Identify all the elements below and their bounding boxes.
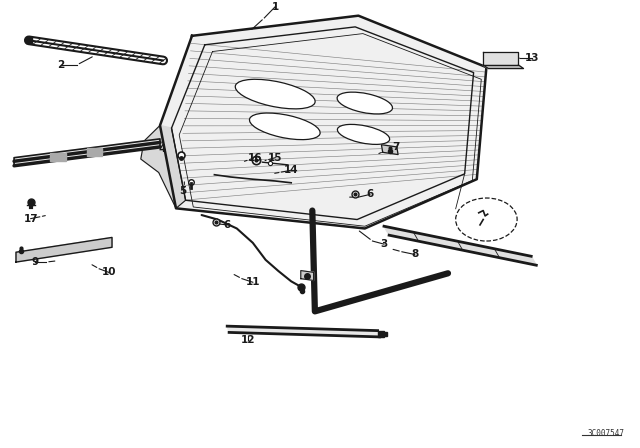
Text: 4: 4 xyxy=(158,144,166,154)
Text: 9: 9 xyxy=(31,257,39,267)
Ellipse shape xyxy=(337,92,392,114)
Text: 13: 13 xyxy=(525,53,540,63)
Polygon shape xyxy=(50,153,65,161)
Polygon shape xyxy=(141,125,186,208)
Text: 10: 10 xyxy=(102,267,116,277)
Text: 1: 1 xyxy=(271,2,279,12)
Text: 12: 12 xyxy=(241,336,255,345)
Text: 16: 16 xyxy=(248,153,262,163)
Polygon shape xyxy=(384,226,536,265)
Ellipse shape xyxy=(250,113,320,140)
Polygon shape xyxy=(381,145,398,155)
Polygon shape xyxy=(86,148,102,156)
Polygon shape xyxy=(227,326,380,337)
Text: 8: 8 xyxy=(411,250,419,259)
Text: 5: 5 xyxy=(179,186,186,196)
Ellipse shape xyxy=(337,125,390,144)
Polygon shape xyxy=(483,52,518,65)
Polygon shape xyxy=(301,271,314,280)
Text: 6: 6 xyxy=(223,220,231,230)
Polygon shape xyxy=(483,65,524,69)
Polygon shape xyxy=(16,237,112,262)
Text: 11: 11 xyxy=(246,277,260,287)
Text: 3: 3 xyxy=(380,239,388,249)
Text: 15: 15 xyxy=(268,153,282,163)
Text: 7: 7 xyxy=(392,142,399,152)
Text: 2: 2 xyxy=(57,60,65,70)
Polygon shape xyxy=(160,16,486,228)
Text: 17: 17 xyxy=(24,214,38,224)
Text: 6: 6 xyxy=(366,190,374,199)
Text: 14: 14 xyxy=(284,165,298,175)
Text: 3C007547: 3C007547 xyxy=(587,429,624,438)
Ellipse shape xyxy=(236,79,315,109)
Polygon shape xyxy=(14,139,160,166)
